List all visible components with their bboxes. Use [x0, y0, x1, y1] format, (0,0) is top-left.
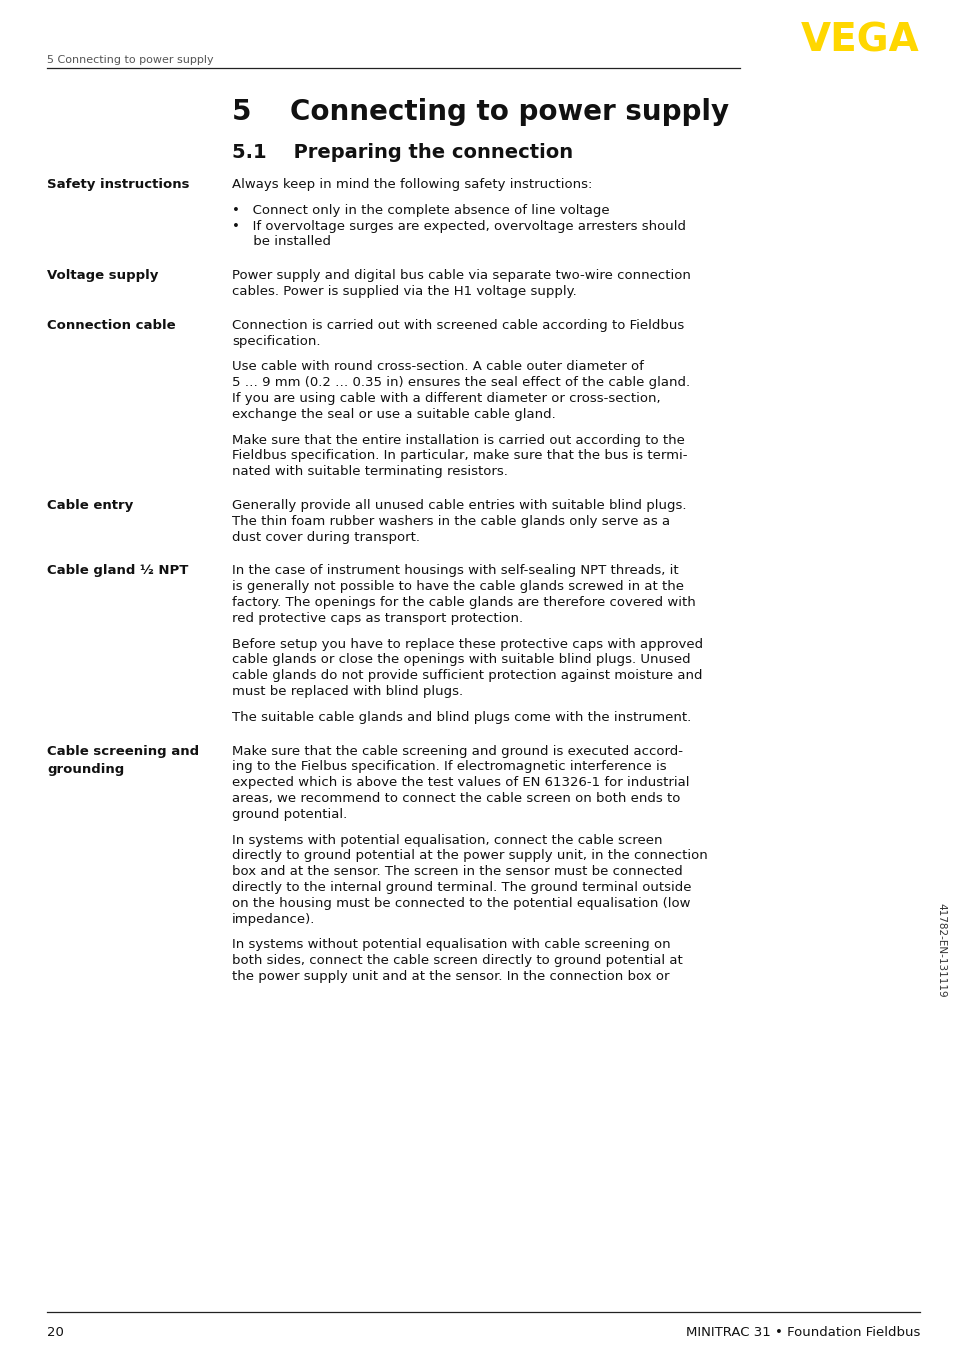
Text: box and at the sensor. The screen in the sensor must be connected: box and at the sensor. The screen in the… [232, 865, 682, 879]
Text: VEGA: VEGA [801, 22, 919, 60]
Text: •   Connect only in the complete absence of line voltage: • Connect only in the complete absence o… [232, 204, 609, 217]
Text: Safety instructions: Safety instructions [47, 177, 190, 191]
Text: Power supply and digital bus cable via separate two-wire connection: Power supply and digital bus cable via s… [232, 269, 690, 282]
Text: Cable gland ½ NPT: Cable gland ½ NPT [47, 565, 188, 577]
Text: 20: 20 [47, 1326, 64, 1339]
Text: be installed: be installed [232, 236, 331, 248]
Text: factory. The openings for the cable glands are therefore covered with: factory. The openings for the cable glan… [232, 596, 695, 609]
Text: Cable screening and
grounding: Cable screening and grounding [47, 745, 199, 776]
Text: Use cable with round cross-section. A cable outer diameter of: Use cable with round cross-section. A ca… [232, 360, 643, 374]
Text: Fieldbus specification. In particular, make sure that the bus is termi-: Fieldbus specification. In particular, m… [232, 450, 687, 463]
Text: Make sure that the cable screening and ground is executed accord-: Make sure that the cable screening and g… [232, 745, 682, 758]
Text: on the housing must be connected to the potential equalisation (low: on the housing must be connected to the … [232, 896, 690, 910]
Text: impedance).: impedance). [232, 913, 315, 926]
Text: 41782-EN-131119: 41782-EN-131119 [935, 903, 945, 998]
Text: directly to the internal ground terminal. The ground terminal outside: directly to the internal ground terminal… [232, 881, 691, 894]
Text: Before setup you have to replace these protective caps with approved: Before setup you have to replace these p… [232, 638, 702, 651]
Text: expected which is above the test values of EN 61326-1 for industrial: expected which is above the test values … [232, 776, 689, 789]
Text: red protective caps as transport protection.: red protective caps as transport protect… [232, 612, 522, 624]
Text: •   If overvoltage surges are expected, overvoltage arresters should: • If overvoltage surges are expected, ov… [232, 219, 685, 233]
Text: cable glands do not provide sufficient protection against moisture and: cable glands do not provide sufficient p… [232, 669, 701, 682]
Text: ground potential.: ground potential. [232, 808, 347, 821]
Text: In systems with potential equalisation, connect the cable screen: In systems with potential equalisation, … [232, 834, 661, 846]
Text: Generally provide all unused cable entries with suitable blind plugs.: Generally provide all unused cable entri… [232, 500, 686, 512]
Text: specification.: specification. [232, 334, 320, 348]
Text: The suitable cable glands and blind plugs come with the instrument.: The suitable cable glands and blind plug… [232, 711, 691, 724]
Text: Connection is carried out with screened cable according to Fieldbus: Connection is carried out with screened … [232, 318, 683, 332]
Text: 5 … 9 mm (0.2 … 0.35 in) ensures the seal effect of the cable gland.: 5 … 9 mm (0.2 … 0.35 in) ensures the sea… [232, 376, 689, 389]
Text: 5 Connecting to power supply: 5 Connecting to power supply [47, 56, 213, 65]
Text: dust cover during transport.: dust cover during transport. [232, 531, 419, 543]
Text: In systems without potential equalisation with cable screening on: In systems without potential equalisatio… [232, 938, 670, 952]
Text: If you are using cable with a different diameter or cross-section,: If you are using cable with a different … [232, 393, 659, 405]
Text: the power supply unit and at the sensor. In the connection box or: the power supply unit and at the sensor.… [232, 969, 669, 983]
Text: MINITRAC 31 • Foundation Fieldbus: MINITRAC 31 • Foundation Fieldbus [685, 1326, 919, 1339]
Text: Always keep in mind the following safety instructions:: Always keep in mind the following safety… [232, 177, 592, 191]
Text: 5    Connecting to power supply: 5 Connecting to power supply [232, 97, 728, 126]
Text: Voltage supply: Voltage supply [47, 269, 158, 282]
Text: Make sure that the entire installation is carried out according to the: Make sure that the entire installation i… [232, 433, 684, 447]
Text: The thin foam rubber washers in the cable glands only serve as a: The thin foam rubber washers in the cabl… [232, 515, 669, 528]
Text: both sides, connect the cable screen directly to ground potential at: both sides, connect the cable screen dir… [232, 955, 682, 967]
Text: is generally not possible to have the cable glands screwed in at the: is generally not possible to have the ca… [232, 581, 683, 593]
Text: ing to the Fielbus specification. If electromagnetic interference is: ing to the Fielbus specification. If ele… [232, 761, 666, 773]
Text: cable glands or close the openings with suitable blind plugs. Unused: cable glands or close the openings with … [232, 654, 690, 666]
Text: areas, we recommend to connect the cable screen on both ends to: areas, we recommend to connect the cable… [232, 792, 679, 806]
Text: Connection cable: Connection cable [47, 318, 175, 332]
Text: cables. Power is supplied via the H1 voltage supply.: cables. Power is supplied via the H1 vol… [232, 284, 577, 298]
Text: In the case of instrument housings with self-sealing NPT threads, it: In the case of instrument housings with … [232, 565, 678, 577]
Text: nated with suitable terminating resistors.: nated with suitable terminating resistor… [232, 466, 507, 478]
Text: Cable entry: Cable entry [47, 500, 133, 512]
Text: must be replaced with blind plugs.: must be replaced with blind plugs. [232, 685, 462, 699]
Text: exchange the seal or use a suitable cable gland.: exchange the seal or use a suitable cabl… [232, 408, 556, 421]
Text: directly to ground potential at the power supply unit, in the connection: directly to ground potential at the powe… [232, 849, 707, 862]
Text: 5.1    Preparing the connection: 5.1 Preparing the connection [232, 144, 573, 162]
